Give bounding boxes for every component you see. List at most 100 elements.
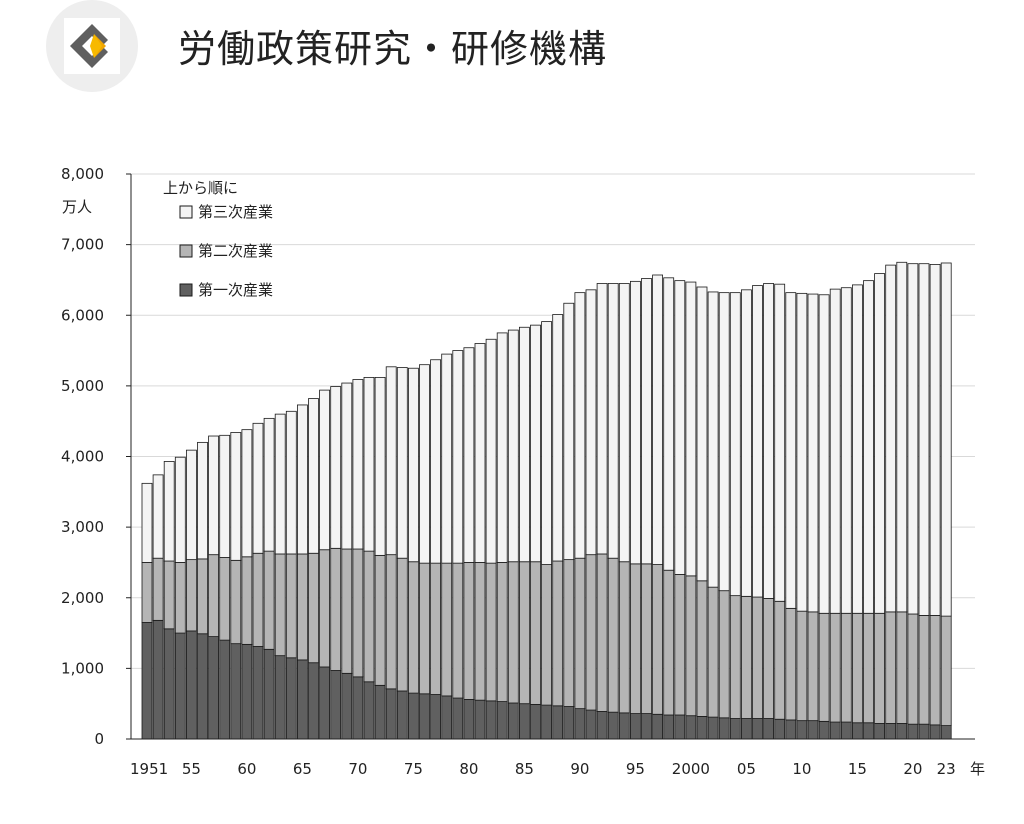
- bar-segment-2-1959: [230, 559, 242, 645]
- bar-segment-3-1998: [663, 277, 675, 571]
- bar-segment-2-1975: [407, 561, 419, 694]
- bar-segment-3-1986: [530, 324, 541, 563]
- bar-segment-2-1980: [463, 562, 475, 700]
- bar-segment-2-1977: [430, 562, 442, 695]
- bar-segment-2-1972: [374, 554, 386, 686]
- bar-segment-3-1985: [519, 326, 530, 563]
- logo[interactable]: [46, 0, 138, 92]
- bar-segment-3-1994: [618, 283, 630, 563]
- bar-segment-1-1998: [663, 714, 675, 740]
- bar-segment-1-1956: [197, 633, 208, 740]
- bar-segment-2-1999: [674, 574, 686, 716]
- y-tick-label: 5,000: [61, 377, 104, 395]
- bar-segment-2-2008: [774, 600, 786, 720]
- bar-segment-2-1988: [552, 560, 564, 707]
- bar-segment-1-1973: [385, 688, 397, 740]
- bar-segment-1-2001: [696, 716, 708, 740]
- bar-segment-3-1997: [652, 274, 663, 565]
- bar-segment-2-1967: [319, 549, 331, 668]
- bar-segment-2-2014: [840, 612, 852, 723]
- bar-segment-2-1984: [507, 561, 519, 704]
- x-tick-label: 55: [182, 760, 201, 778]
- bar-segment-3-1983: [496, 332, 508, 563]
- x-tick-labels: 1951 55 60 65 70 75 80 85 90 95 2000 05 10 15 20 23: [130, 760, 956, 778]
- bar-segment-1-1985: [519, 703, 530, 740]
- y-tick-label: 3,000: [61, 518, 104, 536]
- bar-segment-2-2001: [696, 580, 708, 717]
- bar-segment-3-2009: [785, 292, 797, 609]
- bar-segment-3-1991: [585, 289, 597, 556]
- bar-segment-1-1959: [230, 643, 242, 740]
- bar-segment-1-1960: [241, 643, 253, 740]
- bar-segment-3-1977: [430, 359, 442, 564]
- bar-segment-1-1957: [208, 636, 220, 740]
- bar-segment-3-2006: [752, 285, 763, 598]
- bar-segment-3-1964: [285, 410, 297, 555]
- axes: [126, 173, 975, 740]
- y-tick-label: 7,000: [61, 236, 104, 254]
- x-tick-label: 20: [903, 760, 922, 778]
- bar-segment-3-1969: [341, 382, 353, 550]
- bar-segment-1-1963: [274, 655, 286, 740]
- bar-segment-1-1970: [352, 676, 364, 740]
- bar-segment-1-1994: [618, 712, 630, 740]
- bar-segment-1-2021: [918, 723, 930, 740]
- bar-segment-3-1958: [219, 434, 231, 558]
- bar-segment-1-1993: [607, 711, 619, 740]
- bar-segment-3-2007: [763, 283, 774, 599]
- bar-segment-2-1971: [363, 550, 375, 683]
- bar-segment-3-1999: [674, 280, 686, 575]
- bar-segment-2-1998: [663, 569, 675, 716]
- x-tick-label: 85: [515, 760, 534, 778]
- bar-segment-1-1989: [563, 706, 575, 740]
- x-tick-label: 1951: [130, 760, 168, 778]
- bar-segment-3-2023: [940, 262, 952, 617]
- bar-segment-3-1962: [263, 417, 275, 552]
- x-tick-label: 80: [459, 760, 478, 778]
- x-tick-label: 90: [570, 760, 589, 778]
- bar-segment-3-1968: [330, 386, 342, 549]
- legend-swatch: [179, 205, 193, 219]
- bar-segment-2-1978: [441, 562, 453, 697]
- bar-segment-1-1997: [652, 713, 663, 740]
- bar-segment-1-1969: [341, 672, 353, 740]
- bar-segment-2-1952: [152, 557, 164, 621]
- bar-segment-1-1991: [585, 709, 597, 740]
- bar-segment-1-1961: [252, 646, 264, 740]
- bar-segment-1-2015: [852, 722, 863, 740]
- bar-segment-3-1975: [407, 367, 419, 563]
- bar-segment-3-1970: [352, 379, 364, 550]
- bar-segment-1-2022: [929, 724, 941, 740]
- y-unit-label: 万人: [62, 198, 92, 216]
- bar-segment-3-1978: [441, 353, 453, 564]
- bar-segment-3-2012: [818, 294, 830, 614]
- bar-segment-2-2023: [940, 615, 952, 726]
- bar-segment-3-1953: [163, 461, 175, 562]
- bar-segment-3-1979: [452, 350, 464, 564]
- bar-segment-1-2006: [752, 718, 763, 740]
- bar-segment-1-2011: [807, 720, 819, 740]
- bar-segment-2-2005: [741, 595, 752, 719]
- bar-segment-2-1987: [541, 564, 552, 706]
- bar-segment-2-1976: [419, 562, 430, 695]
- x-tick-label: 65: [293, 760, 312, 778]
- bar-segment-3-1988: [552, 314, 564, 562]
- bar-segment-1-1996: [641, 713, 652, 740]
- bar-segment-1-1988: [552, 705, 564, 740]
- bar-segment-3-1984: [507, 329, 519, 563]
- x-tick-label: 75: [404, 760, 423, 778]
- bar-segment-1-1962: [263, 648, 275, 740]
- bars: [141, 261, 952, 740]
- bar-segment-1-1976: [419, 693, 430, 740]
- bar-segment-1-2000: [685, 715, 697, 740]
- bar-segment-1-2008: [774, 718, 786, 740]
- bar-segment-1-2020: [907, 723, 919, 740]
- bar-segment-3-2000: [685, 281, 697, 577]
- bar-segment-1-1983: [496, 701, 508, 740]
- bar-segment-3-2014: [840, 287, 852, 614]
- bar-segment-1-1984: [507, 702, 519, 740]
- x-tick-label: 10: [792, 760, 811, 778]
- bar-segment-1-2014: [840, 721, 852, 740]
- bar-segment-2-1994: [618, 561, 630, 714]
- bar-segment-3-1954: [174, 456, 186, 563]
